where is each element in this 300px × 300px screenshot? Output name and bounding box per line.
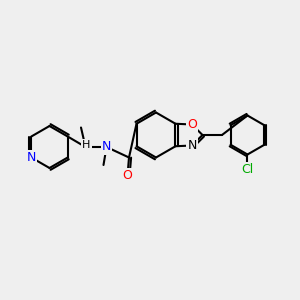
Text: H: H xyxy=(82,140,91,151)
Text: N: N xyxy=(187,139,197,152)
Text: O: O xyxy=(187,118,197,131)
Text: N: N xyxy=(102,140,111,154)
Text: Cl: Cl xyxy=(242,163,254,176)
Text: N: N xyxy=(27,151,36,164)
Text: O: O xyxy=(123,169,132,182)
